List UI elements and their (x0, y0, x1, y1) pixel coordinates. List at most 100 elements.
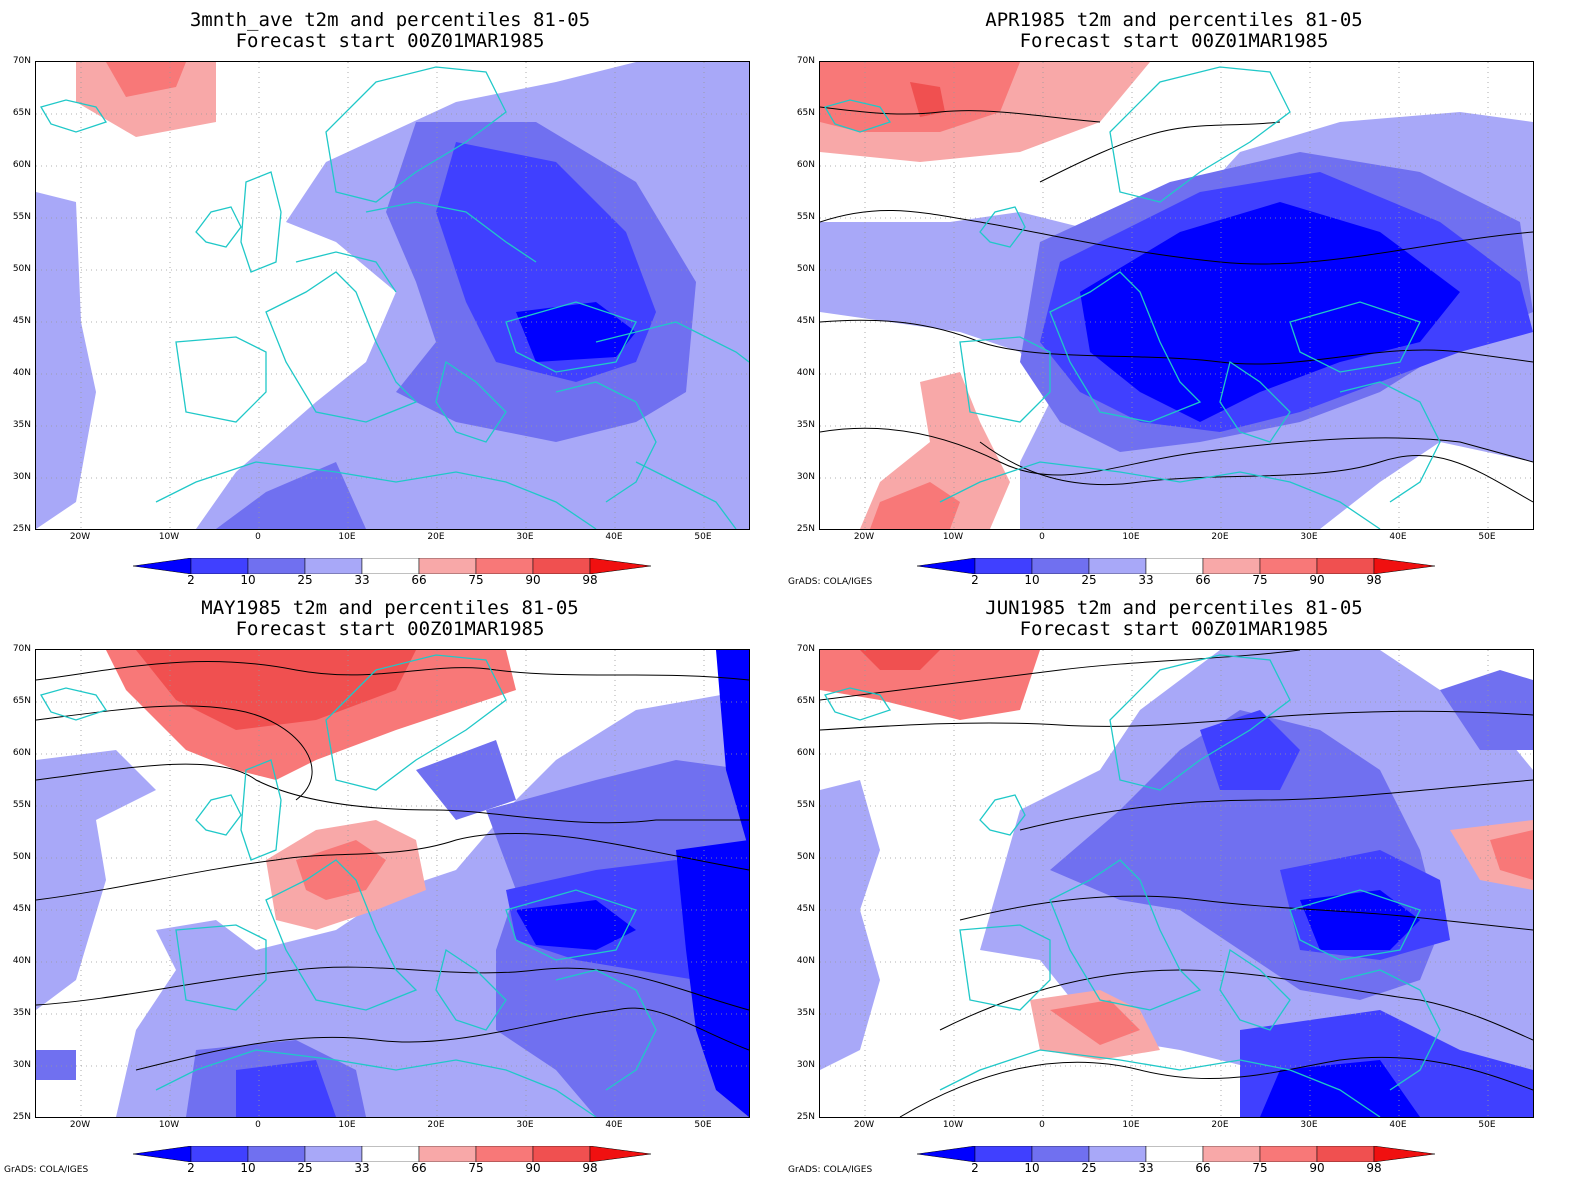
colorbar-label: 66 (1195, 573, 1211, 587)
lon-label: 40E (605, 1120, 623, 1130)
colorbar-label: 10 (240, 1161, 256, 1175)
lat-label: 70N (12, 644, 31, 654)
lon-label: 10W (158, 1120, 180, 1130)
lat-label: 60N (12, 160, 31, 170)
lon-label: 20W (853, 1120, 875, 1130)
colorbar-label: 75 (468, 573, 484, 587)
colorbar (133, 558, 653, 574)
lon-label: 10W (942, 532, 964, 542)
colorbar-label: 90 (525, 573, 541, 587)
panel-title-line1: APR1985 t2m and percentiles 81-05 (985, 9, 1363, 31)
lat-label: 65N (12, 108, 31, 118)
grads-credit: GrADS: COLA/IGES (4, 1165, 89, 1175)
lon-label: 20W (853, 532, 875, 542)
colorbar-label: 90 (1309, 573, 1325, 587)
lat-label: 55N (12, 800, 31, 810)
lat-label: 30N (12, 1060, 31, 1070)
lat-label: 30N (796, 1060, 815, 1070)
map-area (819, 649, 1534, 1118)
colorbar-label: 10 (1024, 1161, 1040, 1175)
grads-credit: GrADS: COLA/IGES (788, 1165, 873, 1175)
colorbar-label: 25 (1081, 1161, 1097, 1175)
lon-label: 30E (516, 532, 534, 542)
lon-label: 10E (338, 532, 356, 542)
panel-title-line1: 3mnth_ave t2m and percentiles 81-05 (189, 9, 591, 31)
lat-label: 45N (12, 316, 31, 326)
lon-label: 30E (516, 1120, 534, 1130)
colorbar-label: 25 (297, 573, 313, 587)
lat-label: 50N (796, 852, 815, 862)
lon-label: 50E (694, 1120, 712, 1130)
colorbar-label: 25 (297, 1161, 313, 1175)
lat-label: 50N (12, 852, 31, 862)
colorbar-label: 75 (1252, 573, 1268, 587)
lat-label: 25N (796, 524, 815, 534)
panel-title-line2: Forecast start 00Z01MAR1985 (1019, 30, 1329, 52)
lat-label: 60N (796, 160, 815, 170)
colorbar-label: 66 (411, 1161, 427, 1175)
colorbar-label: 66 (1195, 1161, 1211, 1175)
lon-label: 0 (1039, 532, 1045, 542)
lat-label: 25N (12, 524, 31, 534)
lat-label: 35N (796, 420, 815, 430)
lon-label: 40E (605, 532, 623, 542)
lat-label: 35N (12, 1008, 31, 1018)
colorbar (133, 1146, 653, 1162)
lon-label: 20E (1211, 1120, 1229, 1130)
lat-label: 50N (12, 264, 31, 274)
lat-label: 35N (796, 1008, 815, 1018)
grads-credit: GrADS: COLA/IGES (788, 577, 873, 587)
colorbar-label: 90 (525, 1161, 541, 1175)
lat-label: 40N (12, 368, 31, 378)
colorbar-label: 33 (1138, 573, 1154, 587)
colorbar-label: 33 (354, 573, 370, 587)
panel-apr1985: APR1985 t2m and percentiles 81-05 Foreca… (784, 0, 1574, 590)
lon-label: 10E (338, 1120, 356, 1130)
colorbar-label: 66 (411, 573, 427, 587)
lon-label: 50E (1478, 532, 1496, 542)
lat-label: 70N (12, 56, 31, 66)
colorbar-label: 2 (187, 1161, 195, 1175)
colorbar-label: 33 (354, 1161, 370, 1175)
panel-title-line2: Forecast start 00Z01MAR1985 (1019, 618, 1329, 640)
lon-label: 0 (1039, 1120, 1045, 1130)
colorbar-label: 33 (1138, 1161, 1154, 1175)
colorbar-label: 75 (468, 1161, 484, 1175)
panel-title-line1: JUN1985 t2m and percentiles 81-05 (985, 597, 1363, 619)
lon-label: 20E (427, 1120, 445, 1130)
lat-label: 65N (796, 108, 815, 118)
lon-label: 30E (1300, 532, 1318, 542)
map-area (819, 61, 1534, 530)
colorbar-label: 98 (582, 573, 598, 587)
lon-label: 30E (1300, 1120, 1318, 1130)
panel-jun1985: JUN1985 t2m and percentiles 81-05 Foreca… (784, 588, 1574, 1178)
lat-label: 45N (796, 316, 815, 326)
colorbar-label: 98 (582, 1161, 598, 1175)
panel-title-line2: Forecast start 00Z01MAR1985 (235, 618, 545, 640)
panel-3mnth: 3mnth_ave t2m and percentiles 81-05 Fore… (0, 0, 790, 590)
panel-title-line1: MAY1985 t2m and percentiles 81-05 (201, 597, 579, 619)
lat-label: 40N (796, 368, 815, 378)
lat-label: 55N (796, 800, 815, 810)
lon-label: 10E (1122, 532, 1140, 542)
lat-label: 50N (796, 264, 815, 274)
panel-title-line2: Forecast start 00Z01MAR1985 (235, 30, 545, 52)
colorbar-label: 10 (240, 573, 256, 587)
lon-label: 40E (1389, 532, 1407, 542)
lat-label: 25N (12, 1112, 31, 1122)
lon-label: 20E (427, 532, 445, 542)
colorbar-label: 75 (1252, 1161, 1268, 1175)
lat-label: 55N (12, 212, 31, 222)
colorbar-label: 2 (971, 573, 979, 587)
lat-label: 65N (12, 696, 31, 706)
colorbar-label: 90 (1309, 1161, 1325, 1175)
colorbar-label: 2 (187, 573, 195, 587)
lon-label: 20W (69, 1120, 91, 1130)
lon-label: 20W (69, 532, 91, 542)
colorbar-label: 10 (1024, 573, 1040, 587)
lat-label: 70N (796, 56, 815, 66)
lat-label: 30N (796, 472, 815, 482)
lat-label: 40N (12, 956, 31, 966)
colorbar-label: 25 (1081, 573, 1097, 587)
lon-label: 10E (1122, 1120, 1140, 1130)
